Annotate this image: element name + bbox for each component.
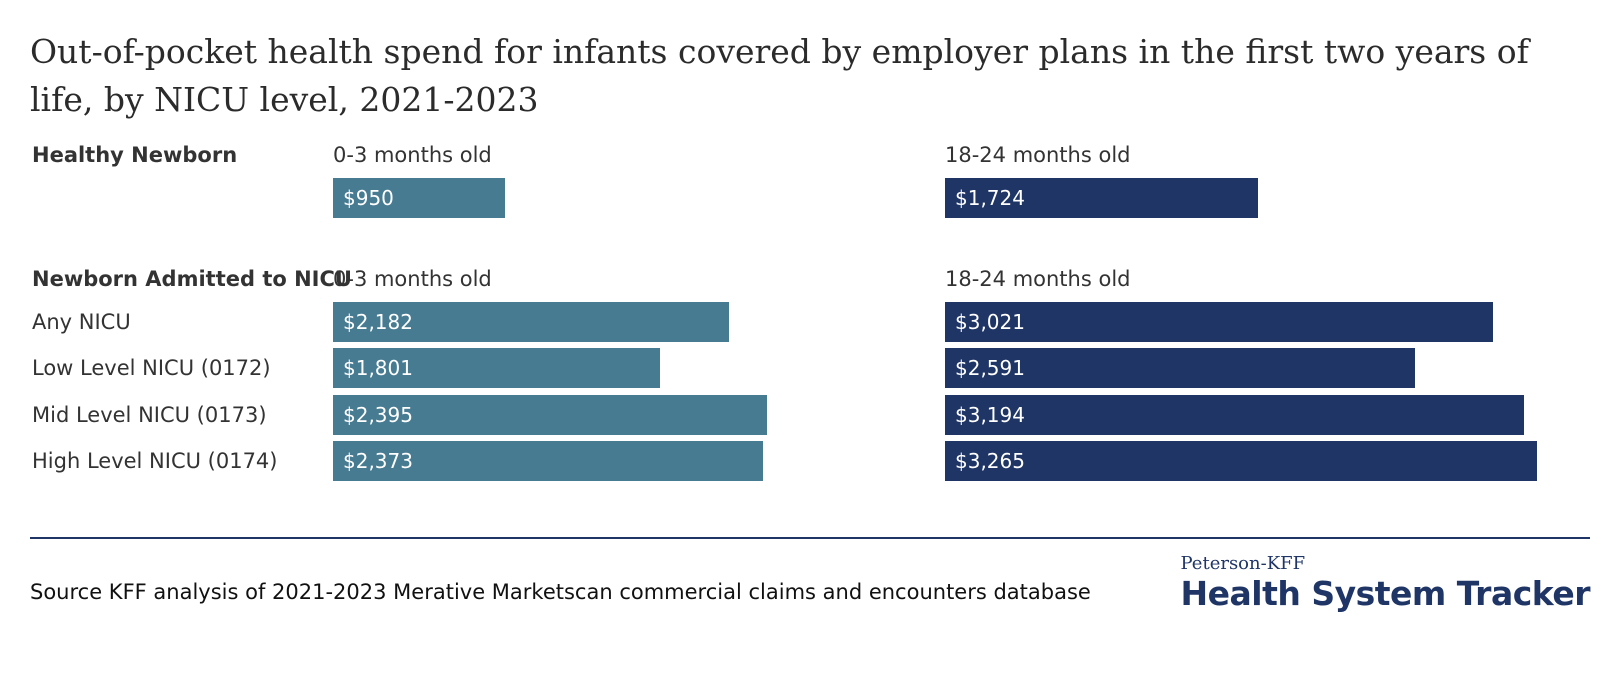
bar: $3,021 <box>945 302 1493 342</box>
divider-rule <box>30 537 1590 539</box>
row-label: Any NICU <box>32 310 131 334</box>
bar-value-label: $2,182 <box>343 310 413 334</box>
chart-title: Out-of-pocket health spend for infants c… <box>30 32 1529 119</box>
bar-value-label: $1,801 <box>343 356 413 381</box>
bar-value-label: $2,591 <box>955 356 1025 381</box>
bar: $2,591 <box>945 348 1415 389</box>
bar-value-label: $1,724 <box>955 186 1025 210</box>
brand-top-text: Peterson-KFF <box>1180 553 1306 574</box>
row-label: High Level NICU (0174) <box>32 448 278 473</box>
row-label: Mid Level NICU (0173) <box>32 402 267 427</box>
bar-value-label: $3,194 <box>955 402 1025 427</box>
group-label: Newborn Admitted to NICU <box>32 267 352 291</box>
column-header: 0-3 months old <box>333 267 492 291</box>
bar-value-label: $2,373 <box>343 448 413 473</box>
group-label: Healthy Newborn <box>32 143 238 167</box>
bar-value-label: $950 <box>343 186 394 210</box>
brand-main-text: Health System Tracker <box>1180 574 1591 613</box>
bar-value-label: $3,021 <box>955 310 1025 334</box>
bar: $2,182 <box>333 302 729 342</box>
bar: $1,801 <box>333 348 660 389</box>
bar: $2,395 <box>333 394 767 435</box>
row-label: Low Level NICU (0172) <box>32 356 271 381</box>
column-header: 18-24 months old <box>945 143 1131 167</box>
bar: $1,724 <box>945 178 1258 218</box>
bar: $2,373 <box>333 440 763 481</box>
source-note: Source KFF analysis of 2021-2023 Merativ… <box>30 580 1091 604</box>
bar: $950 <box>333 178 505 218</box>
column-header: 18-24 months old <box>945 267 1131 291</box>
bar-value-label: $3,265 <box>955 448 1025 473</box>
bar: $3,194 <box>945 394 1524 435</box>
column-header: 0-3 months old <box>333 143 492 167</box>
brand-logo: Peterson-KFF Health System Tracker <box>1181 553 1591 613</box>
bar-value-label: $2,395 <box>343 402 413 427</box>
bar: $3,265 <box>945 440 1537 481</box>
